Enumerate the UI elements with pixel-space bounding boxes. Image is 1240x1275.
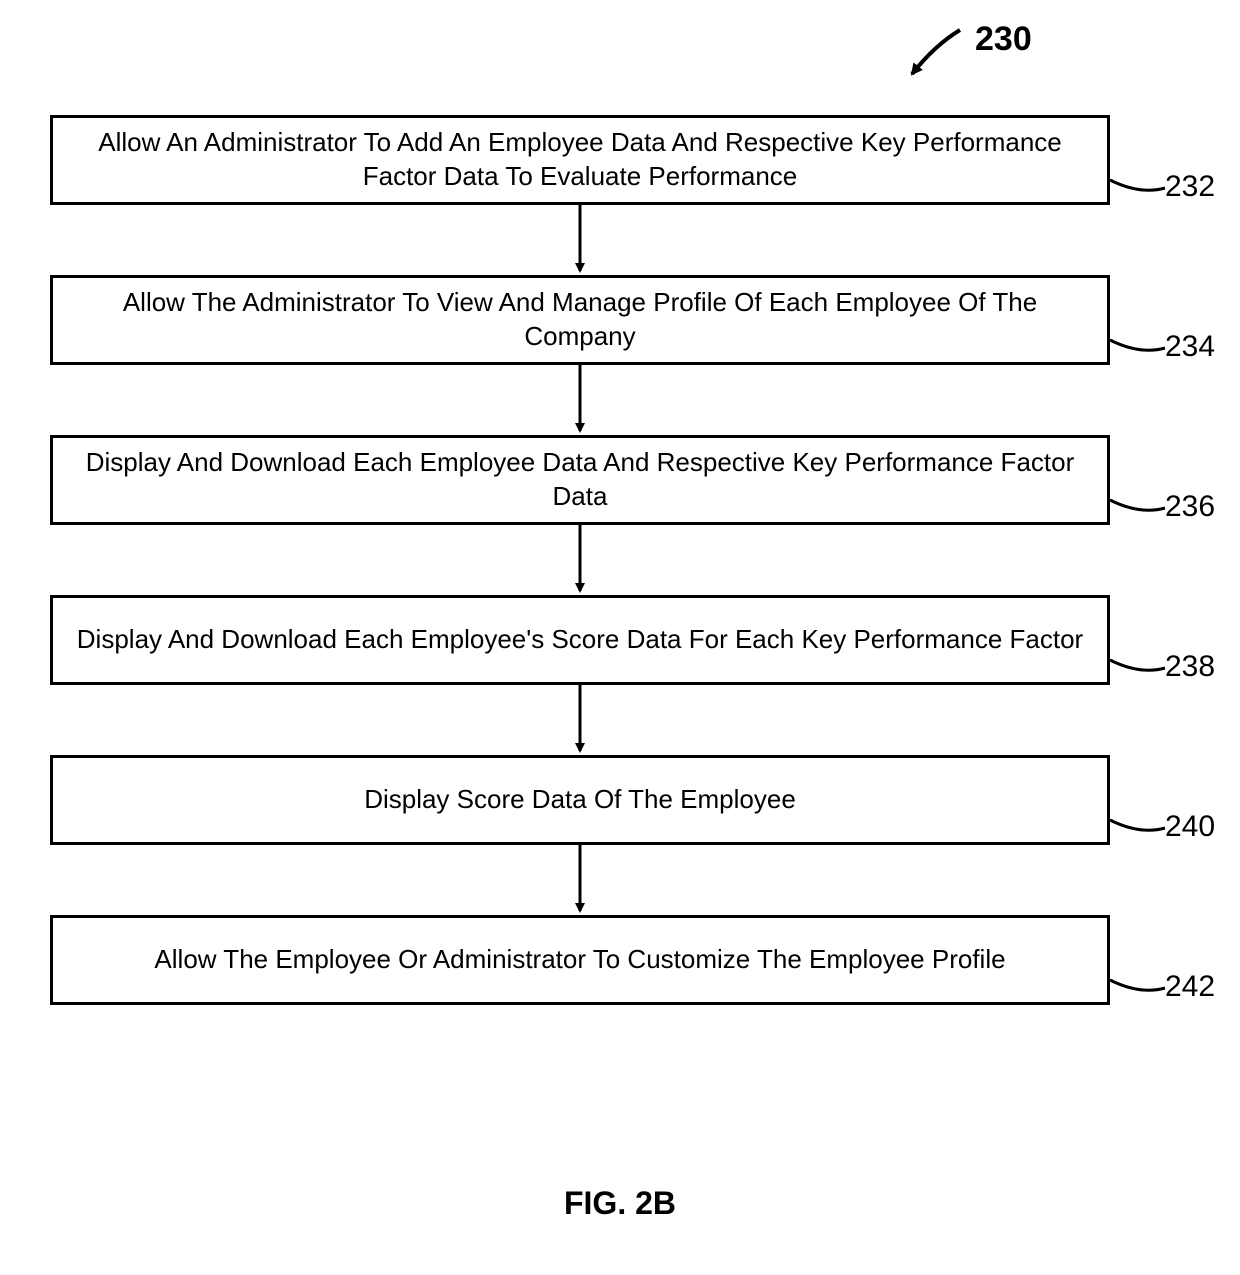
flowchart-step-text: Display And Download Each Employee Data … <box>73 446 1087 514</box>
ref-connector <box>1110 500 1165 510</box>
ref-connector <box>1110 660 1165 670</box>
ref-connector <box>1110 980 1165 990</box>
flowchart-step: Display And Download Each Employee's Sco… <box>50 595 1110 685</box>
ref-connector <box>1110 340 1165 350</box>
flowchart-step: Display And Download Each Employee Data … <box>50 435 1110 525</box>
ref-connector <box>1110 180 1165 190</box>
step-ref-label: 242 <box>1165 970 1215 1004</box>
flowchart-step: Allow An Administrator To Add An Employe… <box>50 115 1110 205</box>
step-ref-label: 232 <box>1165 170 1215 204</box>
flowchart-canvas: 230 FIG. 2B Allow An Administrator To Ad… <box>0 0 1240 1275</box>
flowchart-step: Display Score Data Of The Employee <box>50 755 1110 845</box>
step-ref-label: 236 <box>1165 490 1215 524</box>
flowchart-step-text: Display Score Data Of The Employee <box>364 783 796 817</box>
flowchart-step: Allow The Employee Or Administrator To C… <box>50 915 1110 1005</box>
flowchart-step-text: Allow An Administrator To Add An Employe… <box>73 126 1087 194</box>
flowchart-step-text: Allow The Administrator To View And Mana… <box>73 286 1087 354</box>
title-ref-arrow <box>912 30 960 74</box>
step-ref-label: 240 <box>1165 810 1215 844</box>
flowchart-step: Allow The Administrator To View And Mana… <box>50 275 1110 365</box>
flowchart-step-text: Display And Download Each Employee's Sco… <box>77 623 1083 657</box>
step-ref-label: 238 <box>1165 650 1215 684</box>
diagram-title-ref: 230 <box>975 20 1032 59</box>
figure-caption: FIG. 2B <box>0 1185 1240 1222</box>
ref-connector <box>1110 820 1165 830</box>
step-ref-label: 234 <box>1165 330 1215 364</box>
flowchart-step-text: Allow The Employee Or Administrator To C… <box>154 943 1005 977</box>
